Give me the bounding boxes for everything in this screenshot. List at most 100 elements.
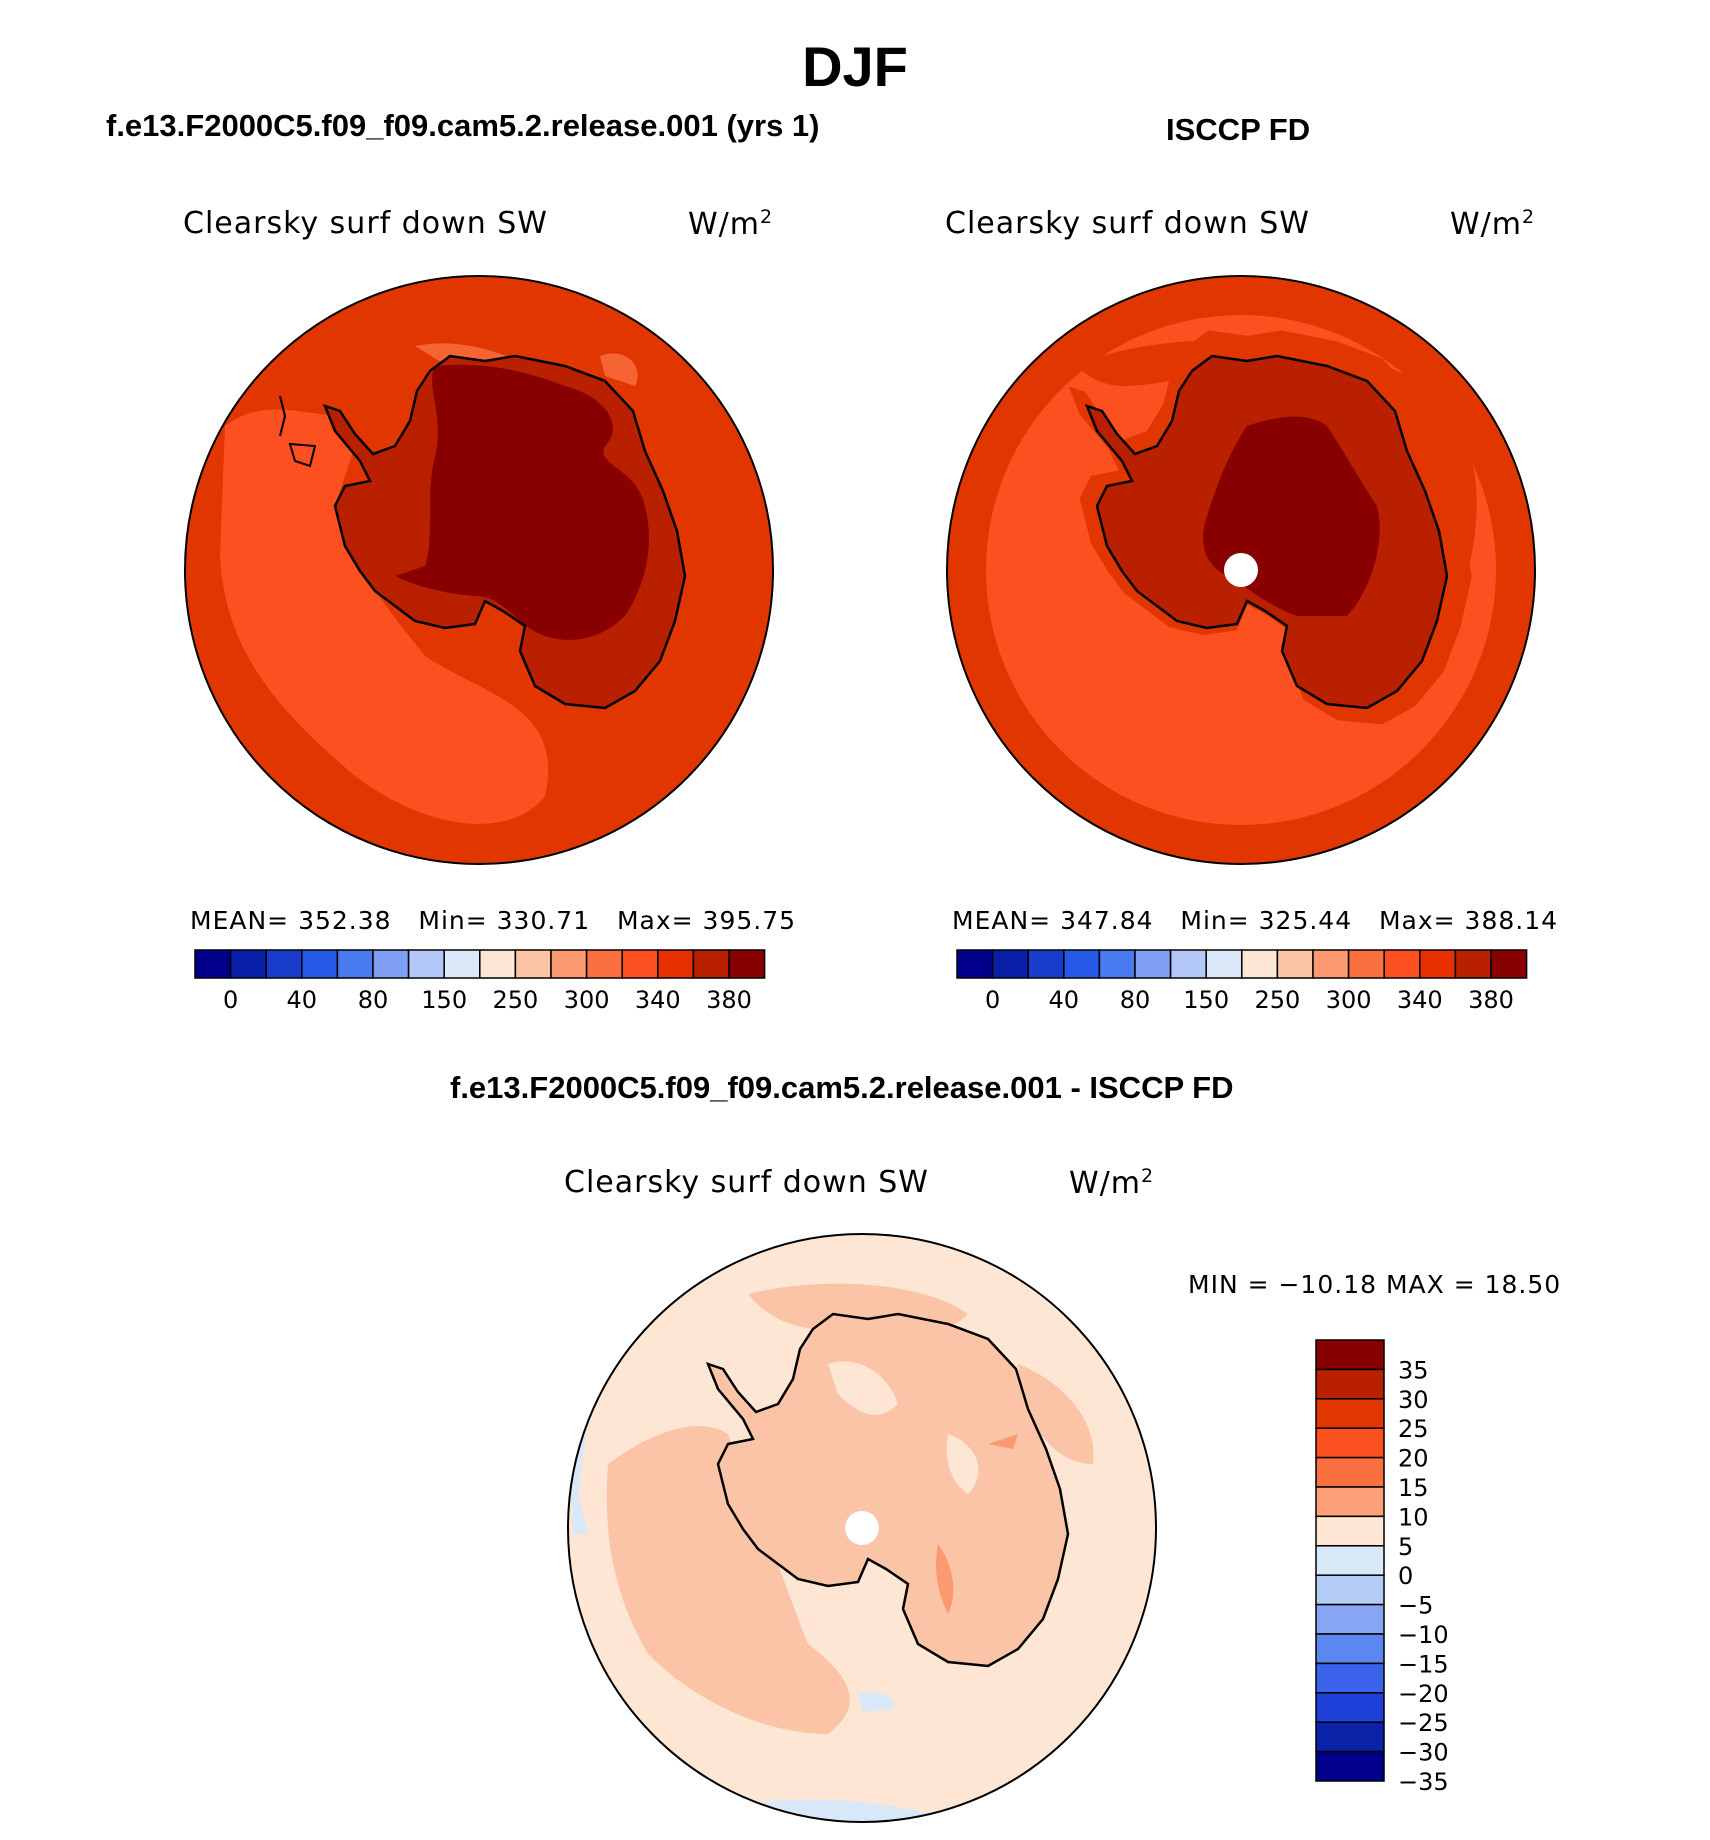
obs-max: Max= 388.14 xyxy=(1378,906,1559,935)
diff-colorbar-tick-label: 5 xyxy=(1398,1533,1413,1561)
model-colorbar-tick-label: 0 xyxy=(223,986,238,1014)
model-colorbar-box xyxy=(372,949,410,979)
model-colorbar-tick-label: 300 xyxy=(564,986,610,1014)
model-colorbar-box xyxy=(692,949,730,979)
obs-colorbar-tick-label: 0 xyxy=(985,986,1000,1014)
model-colorbar-box xyxy=(407,949,445,979)
model-colorbar-tick-label: 40 xyxy=(287,986,318,1014)
diff-colorbar-box xyxy=(1315,1574,1385,1606)
model-mean: MEAN= 352.38 xyxy=(190,906,392,935)
model-colorbar-box xyxy=(194,949,232,979)
model-colorbar-box xyxy=(229,949,267,979)
model-colorbar-box xyxy=(443,949,481,979)
figure-title: DJF xyxy=(802,35,908,98)
diff-colorbar-tick-label: −35 xyxy=(1398,1768,1449,1796)
obs-colorbar-box xyxy=(1027,949,1065,979)
diff-colorbar-tick-label: −25 xyxy=(1398,1709,1449,1737)
model-colorbar-tick-label: 340 xyxy=(635,986,681,1014)
model-units-label: W/m2 xyxy=(688,206,774,242)
model-colorbar-box xyxy=(585,949,623,979)
diff-colorbar-box xyxy=(1315,1398,1385,1429)
diff-colorbar-box xyxy=(1315,1603,1385,1635)
diff-colorbar-tick-label: 25 xyxy=(1398,1415,1429,1443)
obs-colorbar-box xyxy=(1347,949,1385,979)
model-colorbar-box xyxy=(514,949,552,979)
obs-colorbar: 0 40 80 150 250 300 340 380 xyxy=(956,949,1528,1014)
diff-colorbar-tick-label: 10 xyxy=(1398,1503,1429,1531)
obs-colorbar-box xyxy=(956,949,994,979)
obs-colorbar-box xyxy=(991,949,1029,979)
diff-colorbar-box xyxy=(1315,1692,1385,1723)
diff-colorbar-tick-label: 35 xyxy=(1398,1356,1429,1384)
diff-polar-map xyxy=(567,1233,1157,1823)
obs-units-label: W/m2 xyxy=(1450,206,1536,242)
model-colorbar-box xyxy=(265,949,303,979)
obs-colorbar-tick-label: 340 xyxy=(1397,986,1443,1014)
obs-colorbar-tick-label: 150 xyxy=(1183,986,1229,1014)
obs-min: Min= 325.44 xyxy=(1180,906,1353,935)
model-stats: MEAN= 352.38 Min= 330.71 Max= 395.75 xyxy=(190,906,796,935)
obs-mean: MEAN= 347.84 xyxy=(952,906,1154,935)
obs-colorbar-box xyxy=(1169,949,1207,979)
obs-colorbar-box xyxy=(1241,949,1279,979)
diff-colorbar-tick-label: 20 xyxy=(1398,1445,1429,1473)
diff-variable-label: Clearsky surf down SW xyxy=(564,1165,929,1200)
model-colorbar-tick-label: 380 xyxy=(706,986,752,1014)
obs-colorbar-box xyxy=(1205,949,1243,979)
diff-colorbar-tick-label: 30 xyxy=(1398,1386,1429,1414)
diff-colorbar-tick-label: −5 xyxy=(1398,1592,1433,1620)
diff-colorbar-box xyxy=(1315,1633,1385,1665)
model-colorbar-box xyxy=(728,949,766,979)
diff-colorbar-tick-label: 15 xyxy=(1398,1474,1429,1502)
diff-colorbar-tick-label: −10 xyxy=(1398,1621,1449,1649)
diff-colorbar-box xyxy=(1315,1427,1385,1459)
model-panel-title: f.e13.F2000C5.f09_f09.cam5.2.release.001… xyxy=(106,108,820,143)
obs-colorbar-box xyxy=(1276,949,1314,979)
obs-colorbar-box xyxy=(1098,949,1136,979)
obs-colorbar-tick-label: 40 xyxy=(1049,986,1080,1014)
obs-colorbar-box xyxy=(1063,949,1101,979)
diff-colorbar-tick-label: 0 xyxy=(1398,1562,1413,1590)
obs-colorbar-tick-label: 300 xyxy=(1326,986,1372,1014)
model-variable-label: Clearsky surf down SW xyxy=(183,206,548,241)
model-colorbar-box xyxy=(621,949,659,979)
obs-colorbar-box xyxy=(1490,949,1528,979)
obs-colorbar-tick-label: 380 xyxy=(1468,986,1514,1014)
model-colorbar-box xyxy=(479,949,517,979)
diff-colorbar-tick-label: −20 xyxy=(1398,1680,1449,1708)
model-colorbar-box xyxy=(657,949,695,979)
obs-colorbar-box xyxy=(1419,949,1457,979)
diff-colorbar-box xyxy=(1315,1545,1385,1576)
obs-colorbar-box xyxy=(1312,949,1350,979)
diff-colorbar-box xyxy=(1315,1486,1385,1518)
obs-colorbar-tick-label: 250 xyxy=(1254,986,1300,1014)
model-colorbar-box xyxy=(336,949,374,979)
diff-colorbar-tick-label: −15 xyxy=(1398,1650,1449,1678)
model-colorbar: 0 40 80 150 250 300 340 380 xyxy=(194,949,766,1014)
obs-colorbar-box xyxy=(1383,949,1421,979)
model-colorbar-box xyxy=(550,949,588,979)
diff-colorbar-box xyxy=(1315,1721,1385,1753)
diff-colorbar-tick-label: −30 xyxy=(1398,1739,1449,1767)
model-polar-map xyxy=(184,275,774,865)
model-colorbar-box xyxy=(301,949,339,979)
model-colorbar-tick-label: 150 xyxy=(421,986,467,1014)
diff-minmax: MIN = −10.18 MAX = 18.50 xyxy=(1188,1270,1562,1299)
model-min: Min= 330.71 xyxy=(418,906,591,935)
obs-colorbar-box xyxy=(1454,949,1492,979)
obs-colorbar-tick-label: 80 xyxy=(1120,986,1151,1014)
obs-panel-title: ISCCP FD xyxy=(1166,112,1311,147)
diff-units-label: W/m2 xyxy=(1069,1165,1155,1201)
diff-colorbar-box xyxy=(1315,1750,1385,1782)
diff-colorbar-box xyxy=(1315,1339,1385,1371)
diff-colorbar-box xyxy=(1315,1515,1385,1547)
model-max: Max= 395.75 xyxy=(616,906,797,935)
diff-panel-title: f.e13.F2000C5.f09_f09.cam5.2.release.001… xyxy=(450,1070,1234,1105)
obs-stats: MEAN= 347.84 Min= 325.44 Max= 388.14 xyxy=(952,906,1558,935)
diff-colorbar-box xyxy=(1315,1456,1385,1488)
model-colorbar-tick-label: 250 xyxy=(492,986,538,1014)
obs-colorbar-box xyxy=(1134,949,1172,979)
diff-colorbar-box xyxy=(1315,1662,1385,1694)
obs-polar-map xyxy=(946,275,1536,865)
